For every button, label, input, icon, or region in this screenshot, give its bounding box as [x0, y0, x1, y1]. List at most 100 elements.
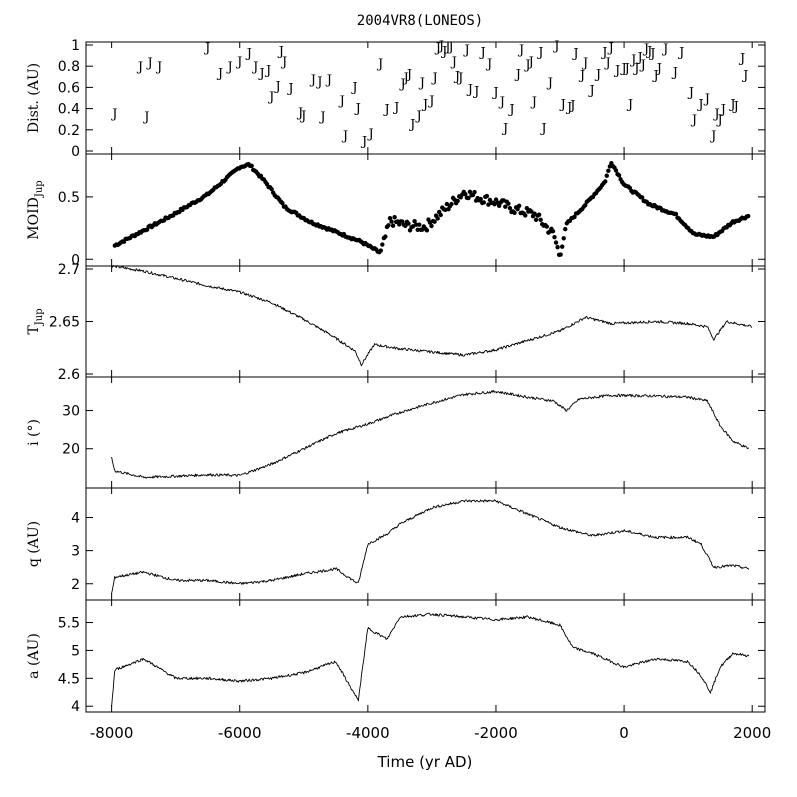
- encounter-marker: J: [315, 75, 322, 90]
- encounter-marker: J: [136, 60, 143, 75]
- encounter-marker: J: [405, 68, 412, 83]
- encounter-marker: J: [645, 44, 652, 59]
- encounter-marker: J: [418, 76, 425, 91]
- moid-point: [583, 202, 588, 208]
- moid-point: [536, 212, 542, 217]
- moid-point: [552, 234, 557, 240]
- encounter-marker: J: [325, 73, 332, 88]
- moid-point: [466, 195, 471, 201]
- y-tick-label-dist: 0.8: [58, 59, 80, 75]
- moid-point: [429, 223, 434, 229]
- moid-point: [249, 163, 254, 169]
- moid-point: [472, 189, 477, 195]
- encounter-marker: J: [491, 86, 498, 101]
- encounter-marker: J: [341, 129, 348, 144]
- encounter-marker: J: [741, 69, 748, 84]
- encounter-marker: J: [450, 55, 457, 70]
- x-tick-label: -8000: [90, 724, 134, 742]
- moid-point: [481, 200, 486, 205]
- moid-point: [467, 189, 473, 195]
- encounter-marker: J: [600, 45, 607, 60]
- encounter-marker: J: [203, 41, 210, 56]
- encounter-marker: J: [651, 69, 658, 84]
- encounter-marker: J: [414, 109, 421, 124]
- x-tick-label: -4000: [346, 724, 390, 742]
- y-tick-label-q: 2: [71, 577, 80, 593]
- encounter-marker: J: [530, 95, 537, 110]
- moid-point: [603, 179, 608, 184]
- series-line-q: [111, 499, 750, 594]
- y-tick-label-q: 4: [71, 511, 80, 527]
- moid-point: [392, 215, 397, 220]
- y-axis-label-q: q (AU): [26, 521, 42, 567]
- moid-point: [507, 206, 513, 211]
- y-tick-label-dist: 0.2: [58, 123, 80, 139]
- moid-point: [386, 223, 391, 228]
- encounter-marker: J: [453, 70, 460, 85]
- encounter-marker: J: [274, 79, 281, 94]
- series-line-incl: [111, 390, 749, 479]
- moid-point: [280, 200, 285, 206]
- moid-point: [415, 227, 420, 232]
- encounter-marker: J: [309, 73, 316, 88]
- x-axis-label: Time (yr AD): [377, 753, 473, 771]
- encounter-marker: J: [485, 57, 492, 72]
- moid-point: [449, 201, 454, 207]
- moid-point: [515, 206, 520, 212]
- chart-title: 2004VR8(LONEOS): [357, 13, 483, 29]
- encounter-marker: J: [376, 57, 383, 72]
- encounter-marker: J: [671, 66, 678, 81]
- moid-point: [496, 203, 502, 209]
- encounter-marker: J: [514, 68, 521, 83]
- encounter-marker: J: [607, 41, 614, 56]
- y-tick-label-dist: 0.4: [58, 102, 80, 118]
- encounter-marker: J: [264, 63, 271, 78]
- encounter-marker: J: [635, 51, 642, 66]
- encounter-marker: J: [539, 122, 546, 137]
- encounter-marker: J: [568, 98, 575, 113]
- y-tick-label-moid: 0: [71, 252, 80, 268]
- y-tick-label-incl: 30: [62, 404, 80, 420]
- moid-point: [561, 236, 566, 241]
- encounter-marker: J: [110, 107, 117, 122]
- moid-point: [380, 242, 385, 247]
- moid-point: [529, 209, 534, 214]
- encounter-marker: J: [655, 61, 662, 76]
- encounter-marker: J: [318, 110, 325, 125]
- encounter-marker: J: [623, 61, 630, 76]
- moid-point: [478, 196, 483, 202]
- encounter-marker: J: [712, 107, 719, 122]
- moid-point: [572, 214, 577, 220]
- y-axis-label-moid: MOIDJup: [26, 180, 45, 239]
- encounter-marker: J: [498, 95, 505, 110]
- y-tick-label-dist: 0: [71, 144, 80, 160]
- moid-point: [538, 217, 543, 222]
- encounter-marker: J: [366, 127, 373, 142]
- moid-point: [512, 210, 517, 215]
- moid-point: [506, 201, 511, 206]
- encounter-marker: J: [677, 45, 684, 60]
- encounter-marker: J: [277, 44, 284, 59]
- moid-point: [563, 226, 568, 232]
- encounter-marker: J: [402, 71, 409, 86]
- moid-point: [559, 244, 565, 249]
- moid-point: [673, 211, 679, 217]
- encounter-marker: J: [565, 100, 572, 115]
- encounter-marker: J: [466, 82, 473, 97]
- encounter-marker: J: [507, 103, 514, 118]
- encounter-marker: J: [527, 55, 534, 70]
- moid-point: [387, 215, 393, 221]
- encounter-marker: J: [703, 92, 710, 107]
- y-tick-label-a: 5: [71, 643, 80, 659]
- moid-point: [555, 244, 560, 250]
- encounter-marker: J: [632, 61, 639, 76]
- moid-point: [406, 221, 411, 226]
- encounter-marker: J: [661, 42, 668, 57]
- encounter-marker: J: [696, 97, 703, 112]
- moid-point: [383, 234, 388, 239]
- encounter-marker: J: [578, 69, 585, 84]
- y-tick-label-incl: 20: [62, 442, 80, 458]
- encounter-marker: J: [709, 129, 716, 144]
- encounter-marker: J: [738, 52, 745, 67]
